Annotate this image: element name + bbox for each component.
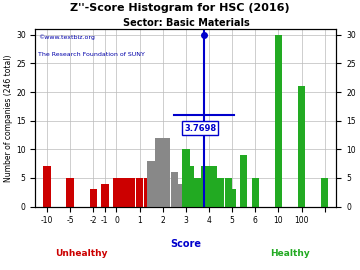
Bar bbox=[113, 178, 120, 207]
Bar bbox=[229, 189, 236, 207]
Bar bbox=[217, 178, 224, 207]
Text: ©www.textbiz.org: ©www.textbiz.org bbox=[39, 35, 95, 40]
Text: Z''-Score Histogram for HSC (2016): Z''-Score Histogram for HSC (2016) bbox=[70, 3, 290, 13]
Bar bbox=[186, 167, 194, 207]
Bar bbox=[90, 189, 97, 207]
Bar bbox=[298, 86, 305, 207]
Bar bbox=[148, 161, 155, 207]
Bar bbox=[171, 172, 178, 207]
Bar bbox=[205, 172, 213, 207]
Text: Unhealthy: Unhealthy bbox=[55, 249, 108, 258]
Y-axis label: Number of companies (246 total): Number of companies (246 total) bbox=[4, 54, 13, 181]
Bar bbox=[43, 167, 51, 207]
Bar bbox=[252, 178, 259, 207]
Bar bbox=[101, 184, 109, 207]
Bar bbox=[275, 35, 282, 207]
Bar bbox=[144, 178, 151, 207]
Bar bbox=[201, 167, 209, 207]
Text: Healthy: Healthy bbox=[270, 249, 310, 258]
Bar bbox=[225, 178, 232, 207]
Bar bbox=[120, 178, 128, 207]
Bar bbox=[182, 149, 190, 207]
X-axis label: Score: Score bbox=[170, 239, 201, 249]
Title: Sector: Basic Materials: Sector: Basic Materials bbox=[122, 18, 249, 28]
Text: The Research Foundation of SUNY: The Research Foundation of SUNY bbox=[39, 52, 145, 57]
Bar bbox=[194, 178, 201, 207]
Bar bbox=[163, 138, 170, 207]
Bar bbox=[209, 167, 217, 207]
Text: 3.7698: 3.7698 bbox=[184, 124, 216, 133]
Bar bbox=[136, 178, 143, 207]
Bar bbox=[155, 138, 162, 207]
Bar bbox=[178, 184, 186, 207]
Bar bbox=[240, 155, 247, 207]
Bar bbox=[67, 178, 74, 207]
Bar bbox=[128, 178, 135, 207]
Bar bbox=[321, 178, 328, 207]
